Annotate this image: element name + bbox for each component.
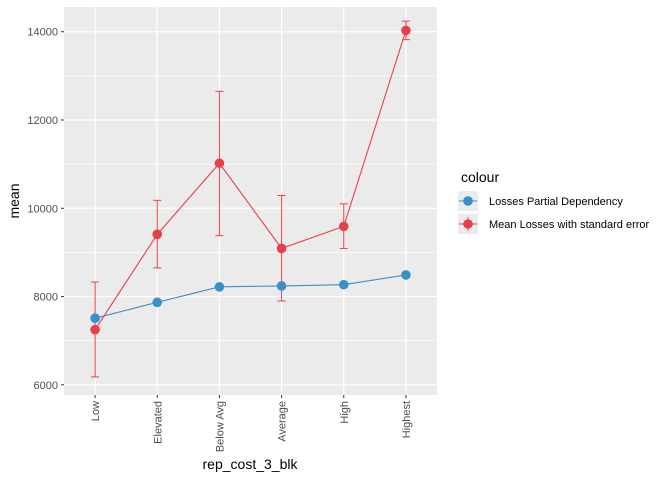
x-tick-label: Highest (401, 401, 413, 438)
y-axis: 6000 8000 10000 12000 14000 (27, 27, 64, 392)
legend-title: colour (461, 169, 499, 185)
data-point-0 (152, 297, 163, 308)
x-tick-label: Elevated (152, 401, 164, 444)
points (90, 25, 411, 335)
data-point-1 (152, 229, 163, 240)
data-point-1 (401, 25, 411, 36)
series-line-1 (94, 30, 407, 330)
data-point-0 (276, 281, 287, 291)
y-axis-title: mean (6, 183, 22, 218)
data-point-1 (214, 158, 225, 169)
y-tick-label: 12000 (27, 115, 58, 127)
data-point-0 (214, 282, 225, 292)
y-tick-label: 10000 (27, 203, 58, 215)
legend-key-partial-dependency: Losses Partial Dependency (458, 191, 623, 211)
legend-key-mean-losses: Mean Losses with standard error (458, 214, 650, 234)
series-line-0 (94, 274, 407, 319)
y-tick-label: 6000 (34, 380, 58, 392)
data-point-1 (90, 324, 100, 335)
x-axis-title: rep_cost_3_blk (203, 456, 299, 472)
x-tick-label: Below Avg (214, 401, 226, 452)
legend: colour Losses Partial Dependency Mean Lo… (458, 169, 650, 234)
plot-panel (64, 7, 437, 395)
data-point-0 (401, 270, 411, 280)
x-tick-label: High (339, 401, 351, 424)
data-point-0 (338, 279, 349, 290)
grid-minor (64, 75, 437, 342)
y-tick-label: 8000 (34, 292, 58, 304)
x-axis: Low Elevated Below Avg Average High Highest (90, 395, 413, 452)
series-lines (94, 30, 407, 330)
x-tick-label: Low (90, 401, 102, 421)
x-tick-label: Average (277, 401, 289, 442)
data-point-1 (338, 221, 349, 232)
data-point-1 (276, 243, 287, 254)
legend-label-mean-losses: Mean Losses with standard error (489, 219, 650, 231)
data-point-0 (90, 313, 100, 323)
legend-label-partial-dependency: Losses Partial Dependency (489, 196, 623, 208)
y-tick-label: 14000 (27, 27, 58, 39)
